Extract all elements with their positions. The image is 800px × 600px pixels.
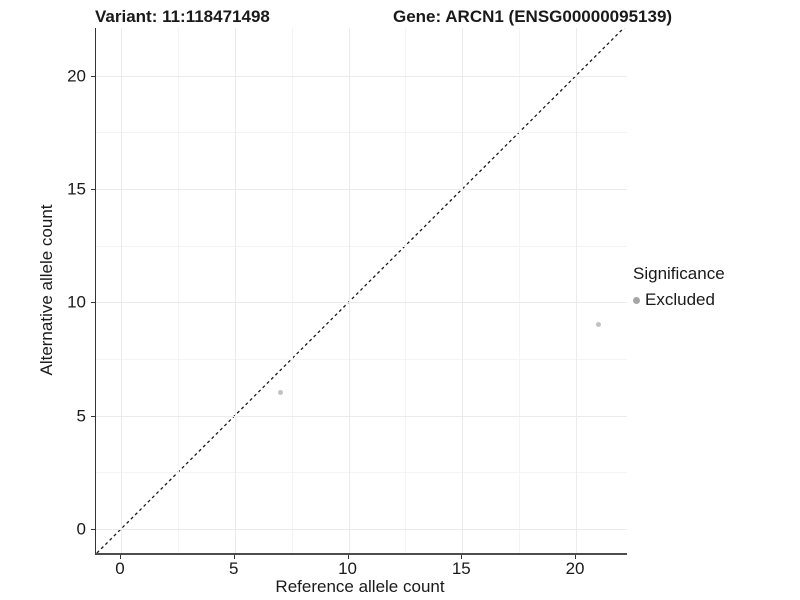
y-tick-label: 5 [76, 406, 86, 426]
y-tick-label: 0 [76, 519, 86, 539]
gridline-major [121, 28, 123, 553]
x-tick-label: 10 [338, 559, 357, 578]
gridline-major [96, 528, 627, 530]
x-tick-label: 20 [565, 559, 585, 578]
plot-panel [95, 28, 627, 555]
y-tick-label: 20 [67, 66, 86, 86]
y-tick-mark [91, 75, 95, 77]
x-tick-label: 0 [115, 559, 125, 578]
x-tick-mark [461, 555, 463, 559]
gridline-major [96, 188, 627, 190]
x-tick-mark [575, 555, 577, 559]
legend-entry: Excluded [633, 290, 725, 310]
y-tick-mark [91, 528, 95, 530]
y-tick-mark [91, 188, 95, 190]
y-axis-title: Alternative allele count [37, 204, 56, 376]
legend: Significance Excluded [633, 264, 725, 310]
gridline-minor [96, 358, 627, 360]
x-tick-mark [233, 555, 235, 559]
gridline-major [96, 302, 627, 304]
legend-title: Significance [633, 264, 725, 283]
legend-key-dot [633, 296, 640, 304]
x-tick-mark [120, 555, 122, 559]
gridline-minor [177, 28, 179, 553]
y-tick-mark [91, 415, 95, 417]
gridline-minor [291, 28, 293, 553]
x-tick-label: 5 [229, 559, 239, 578]
gridline-major [348, 28, 350, 553]
plot-title-gene: Gene: ARCN1 (ENSG00000095139) [393, 7, 673, 26]
gridline-minor [519, 28, 521, 553]
gridline-minor [96, 472, 627, 474]
gridline-major [234, 28, 236, 553]
x-tick-mark [347, 555, 349, 559]
gridline-minor [405, 28, 407, 553]
gridline-major [462, 28, 464, 553]
legend-entry-label: Excluded [645, 290, 715, 309]
x-tick-label: 15 [451, 559, 471, 578]
data-point [277, 390, 283, 396]
gridline-major [576, 28, 578, 553]
identity-line [96, 28, 625, 553]
y-tick-label: 10 [67, 292, 86, 312]
y-tick-label: 15 [67, 179, 86, 199]
data-point [596, 322, 602, 328]
x-axis-title: Reference allele count [275, 577, 445, 596]
plot-title-variant: Variant: 11:118471498 [95, 7, 270, 26]
gridline-minor [96, 132, 627, 134]
gridline-major [96, 75, 627, 77]
gridline-minor [96, 245, 627, 247]
gridline-major [96, 415, 627, 417]
y-tick-mark [91, 302, 95, 304]
